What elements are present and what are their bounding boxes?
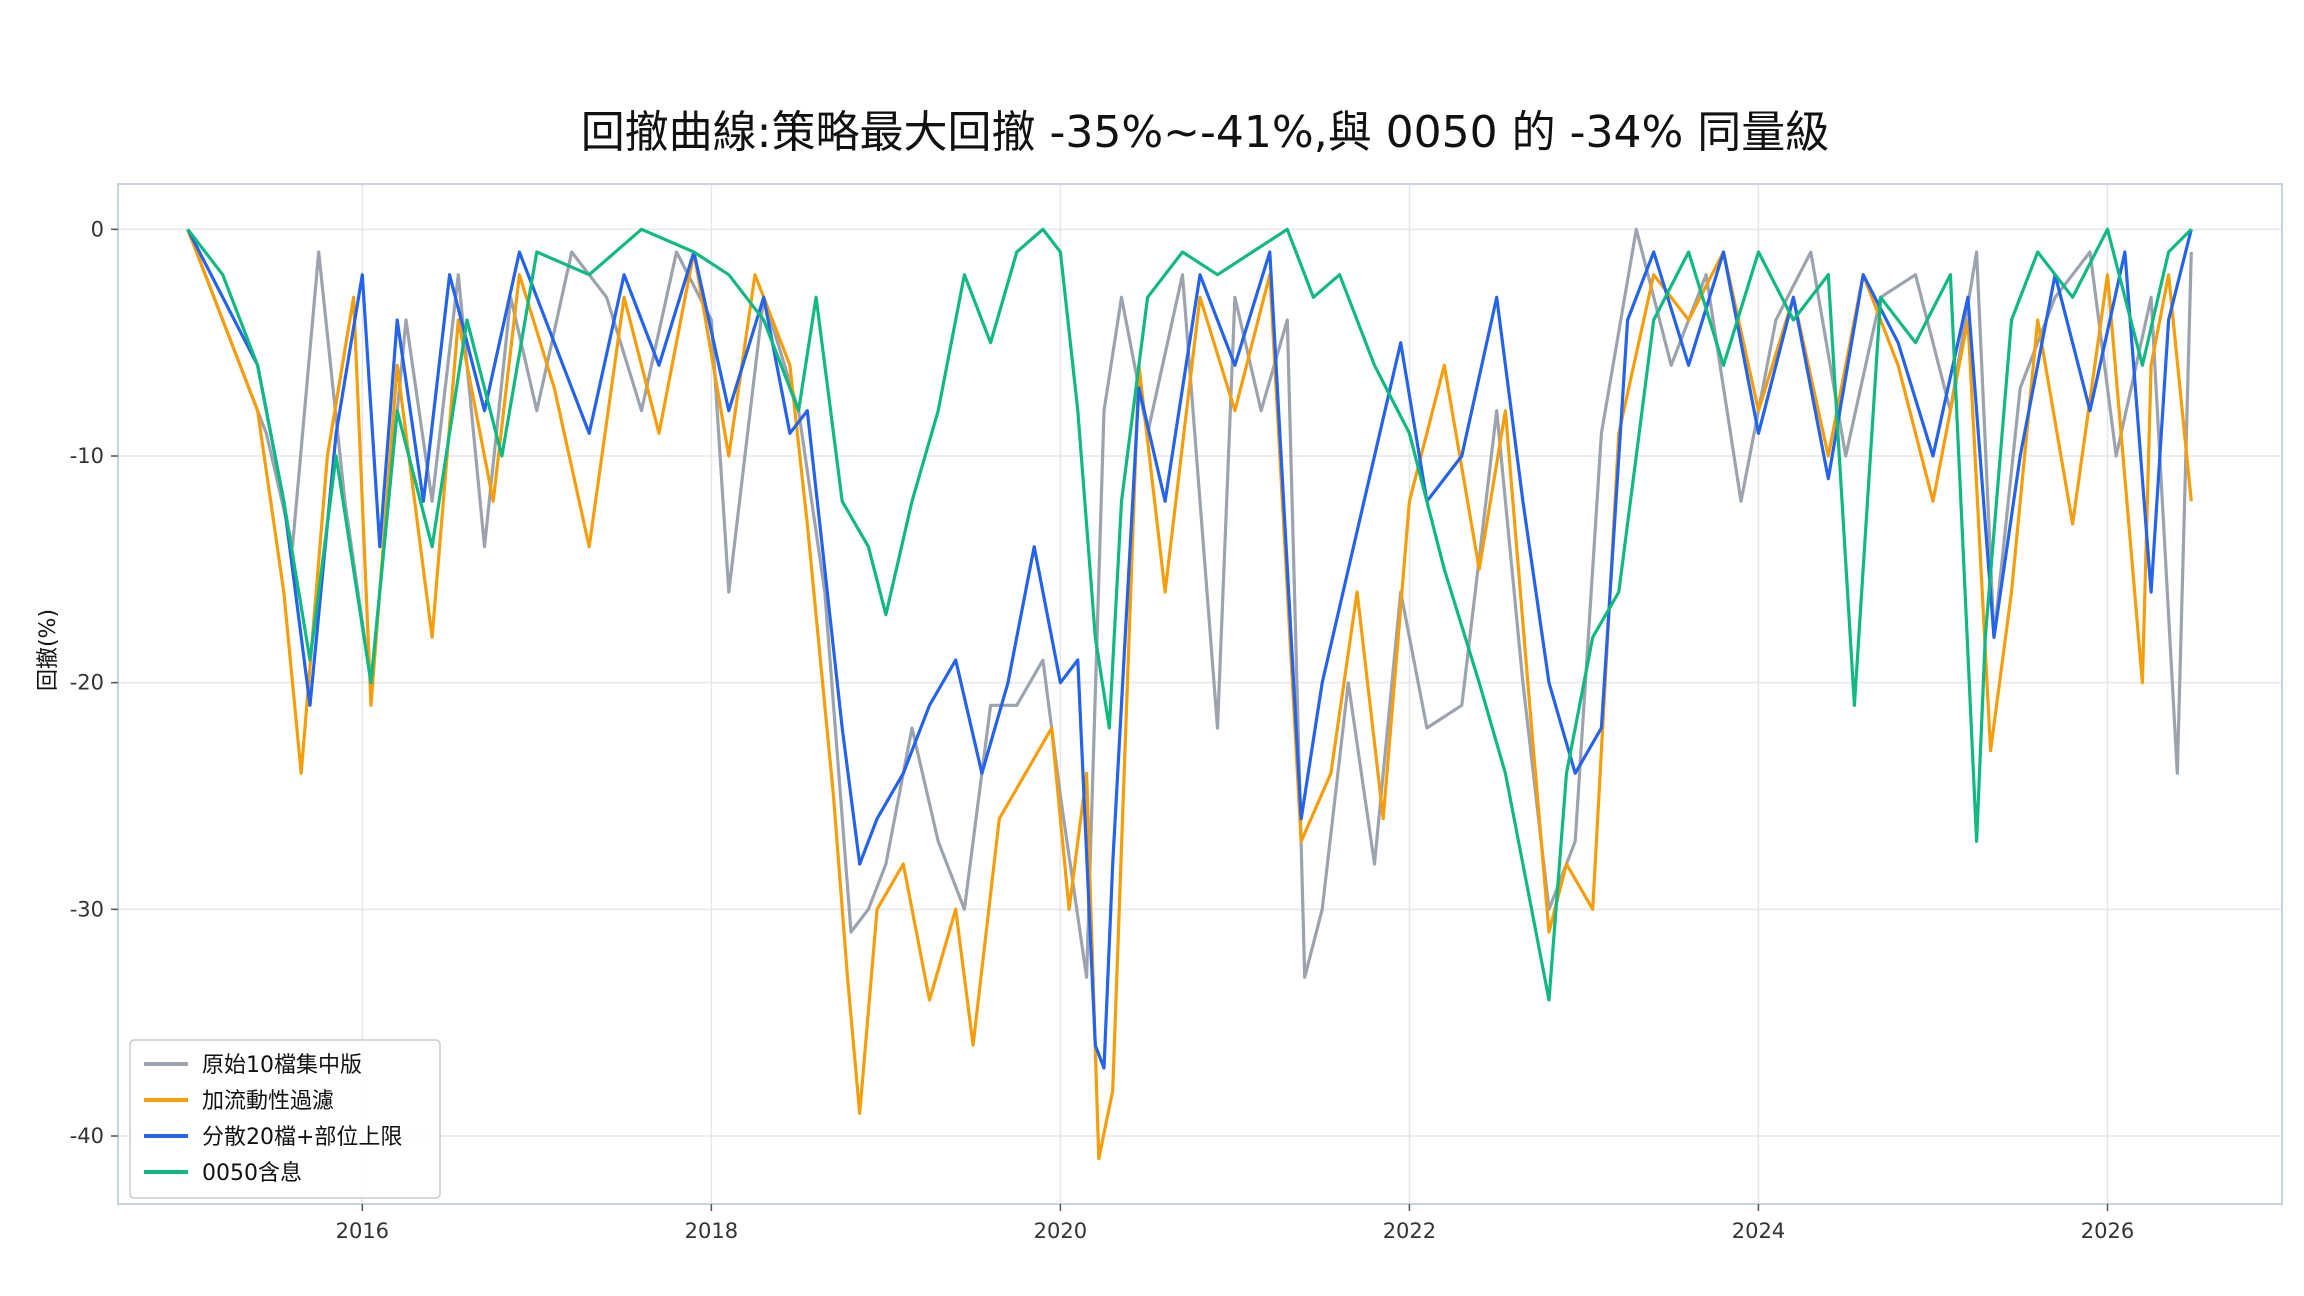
legend-label: 原始10檔集中版 [202,1053,362,1078]
y-tick-label: -30 [70,897,104,921]
y-tick-label: -10 [70,444,104,468]
y-tick-label: 0 [91,217,104,241]
series-line-1 [186,227,2193,979]
y-tick-label: -40 [70,1124,104,1148]
legend-box [129,1039,441,1199]
x-tick-label: 2022 [1383,1219,1436,1243]
series-line-3 [186,228,2193,1070]
x-tick-label: 2024 [1732,1219,1785,1243]
plot-frame [117,183,2283,1205]
legend-label: 分散20檔+部位上限 [202,1125,402,1150]
x-tick-label: 2026 [2081,1219,2134,1243]
x-tick-label: 2016 [336,1219,389,1243]
legend-label: 0050含息 [202,1161,302,1186]
chart-title: 回撤曲線:策略最大回撤 -35%~-41%,與 0050 的 -34% 同量級 [580,107,1830,158]
x-tick-label: 2018 [685,1219,738,1243]
series-line-4 [186,227,2193,1002]
x-tick-label: 2020 [1034,1219,1087,1243]
legend-label: 加流動性過濾 [202,1089,334,1114]
y-tick-label: -20 [70,671,104,695]
